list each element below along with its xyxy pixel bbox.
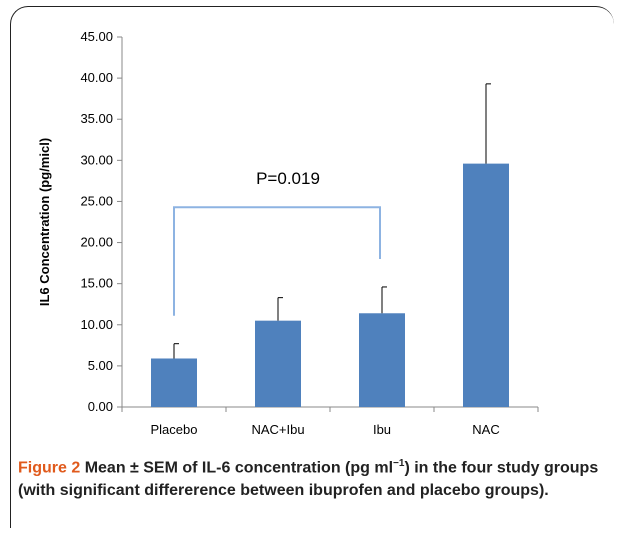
caption-text-pre: Mean ± SEM of IL-6 concentration (pg ml (84, 459, 394, 477)
y-tick-label: 0.00 (88, 399, 113, 414)
y-tick-label: 30.00 (80, 152, 113, 167)
bracket-line (173, 206, 381, 316)
figure-frame (10, 6, 614, 528)
y-tick-label: 20.00 (80, 235, 113, 250)
x-tick-label: NAC (472, 422, 499, 437)
bar (359, 313, 405, 407)
bar (255, 320, 301, 407)
x-tick-label: NAC+Ibu (251, 422, 304, 437)
significance-bracket (173, 206, 381, 316)
figure-caption: Figure 2 Mean ± SEM of IL-6 concentratio… (18, 452, 610, 502)
x-tick-label: Placebo (151, 422, 198, 437)
caption-superscript: −1 (393, 458, 405, 469)
y-axis: 0.00 5.00 10.00 15.00 20.00 25.00 30.00 35.00 40… (80, 29, 123, 414)
bar-chart: 0.00 5.00 10.00 15.00 20.00 25.00 30.00 35.00 40… (37, 29, 539, 437)
bar (151, 358, 197, 407)
p-value-annotation: P=0.019 (256, 169, 320, 188)
y-tick-label: 40.00 (80, 70, 113, 85)
y-tick-label: 5.00 (88, 358, 113, 373)
x-axis: Placebo NAC+Ibu Ibu NAC (121, 406, 539, 437)
x-tick-label: Ibu (373, 422, 391, 437)
bar (463, 163, 509, 407)
error-bars (173, 83, 491, 359)
y-tick-label: 25.00 (80, 193, 113, 208)
caption-label: Figure 2 (18, 459, 81, 477)
caption-text-post: ) in the four study groups (with signifi… (18, 459, 599, 500)
bars (151, 163, 509, 407)
y-tick-label: 10.00 (80, 317, 113, 332)
y-tick-label: 45.00 (80, 29, 113, 44)
y-axis-label: IL6 Concentration (pg/micl) (37, 138, 52, 306)
y-tick-label: 15.00 (80, 276, 113, 291)
y-tick-label: 35.00 (80, 111, 113, 126)
